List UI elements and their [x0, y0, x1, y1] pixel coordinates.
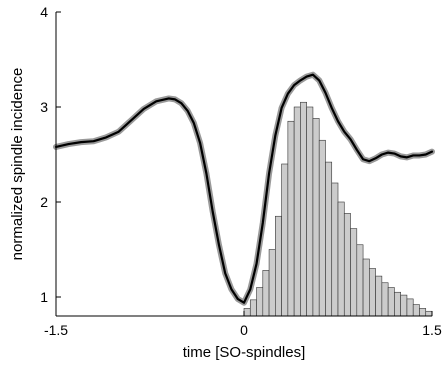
curve-layer [53, 71, 435, 306]
histogram-bar [350, 228, 358, 317]
y-tick-label: 1 [40, 289, 48, 305]
histogram-bar [400, 294, 408, 317]
histogram-bar [331, 182, 339, 317]
histogram-bar [256, 287, 264, 317]
histogram-bar [387, 287, 395, 317]
histogram-bar [287, 120, 295, 317]
y-tick-label: 2 [40, 194, 48, 210]
histogram-bar [243, 308, 251, 317]
histogram-bar [394, 291, 401, 317]
histogram-bar [412, 304, 420, 317]
x-axis-title: time [SO-spindles] [183, 344, 306, 361]
x-tick-label: -1.5 [44, 322, 68, 338]
histogram-bar [337, 201, 345, 317]
x-tick-label: 1.5 [422, 322, 442, 338]
y-tick-label: 4 [40, 4, 48, 20]
histogram-bar [268, 249, 276, 317]
histogram-bar [293, 106, 301, 317]
histogram-bar [343, 213, 351, 317]
histogram-bar [356, 244, 364, 317]
histogram-bar [306, 106, 314, 317]
histogram-bar [262, 270, 270, 317]
histogram-layer [243, 101, 433, 317]
y-tick-label: 3 [40, 99, 48, 115]
histogram-bar [375, 275, 383, 317]
histogram-bar [419, 308, 427, 317]
histogram-bar [300, 101, 307, 317]
histogram-bar [369, 268, 376, 317]
histogram-bar [381, 282, 389, 317]
curve-line [54, 73, 434, 304]
histogram-bar [406, 298, 414, 317]
histogram-bar [312, 118, 320, 317]
histogram-bar [425, 310, 433, 317]
histogram-bar [362, 258, 370, 317]
histogram-bar [281, 163, 289, 317]
x-tick-label: 0 [240, 322, 248, 338]
ticks: -1.5 0 1.5 1 2 3 4 [40, 4, 442, 338]
histogram-bar [275, 215, 282, 317]
histogram-bar [325, 161, 333, 317]
histogram-bar [318, 139, 326, 317]
histogram-bar [249, 299, 257, 317]
y-axis-title: normalized spindle incidence [9, 68, 26, 261]
